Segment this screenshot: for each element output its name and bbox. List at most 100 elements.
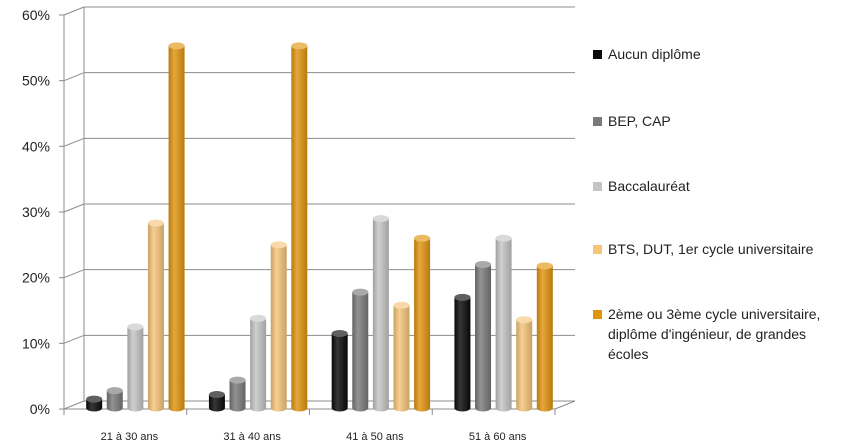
bar-top — [393, 301, 410, 309]
bar-top — [86, 395, 103, 403]
bar-top — [495, 234, 512, 242]
bar — [229, 376, 246, 412]
gridline-depth — [63, 137, 85, 147]
gridline-depth — [63, 6, 85, 16]
bar — [495, 234, 512, 412]
bar-top — [414, 234, 431, 242]
bar-body — [106, 390, 123, 412]
bar-top — [291, 42, 308, 50]
bar — [250, 314, 267, 412]
y-tick-label: 30% — [22, 204, 50, 220]
bar-top — [168, 42, 185, 50]
chart-plot: 0% 10% 20% 30% 40% 50% 60% 21 à 30 ans 31 à 40 a… — [22, 6, 576, 443]
bar-top — [516, 316, 533, 324]
legend-label: Baccalauréat — [608, 178, 690, 194]
gridline-depth — [63, 72, 85, 82]
bar-body — [168, 45, 185, 412]
legend-label: BTS, DUT, 1er cycle universitaire — [608, 241, 814, 257]
axis-layer — [59, 7, 576, 415]
legend-item: BEP, CAP — [593, 111, 841, 131]
label-layer: 0% 10% 20% 30% 40% 50% 60% 21 à 30 ans 31 à 40 a… — [22, 7, 527, 443]
y-tick-label: 40% — [22, 138, 50, 154]
floor-edge — [554, 400, 576, 410]
bar-top — [147, 219, 164, 227]
legend-swatch — [593, 50, 602, 59]
bar — [454, 293, 471, 412]
legend-swatch — [593, 310, 602, 319]
gridline-depth — [63, 334, 85, 344]
bar — [208, 391, 225, 412]
bar-top — [229, 376, 246, 384]
bar-body — [516, 319, 533, 412]
bar — [147, 219, 164, 412]
grid-layer — [63, 6, 575, 410]
bar-top — [270, 241, 287, 249]
legend-label: Aucun diplôme — [608, 46, 701, 62]
gridline-depth — [63, 203, 85, 213]
legend-swatch — [593, 182, 602, 191]
legend-swatch — [593, 245, 602, 254]
bar-top — [475, 261, 492, 269]
bar — [536, 262, 553, 412]
bar-body — [475, 264, 492, 412]
bar-body — [393, 305, 410, 412]
bar-top — [127, 323, 144, 331]
bar-top — [372, 215, 389, 223]
bar-layer — [86, 42, 553, 412]
bar-body — [331, 333, 348, 412]
bar-top — [250, 314, 267, 322]
bar-body — [495, 238, 512, 412]
y-tick-label: 60% — [22, 7, 50, 23]
bar — [168, 42, 185, 412]
bar-body — [147, 223, 164, 412]
legend-item: Baccalauréat — [593, 176, 841, 196]
legend-item: Aucun diplôme — [593, 44, 841, 64]
legend-label: 2ème ou 3ème cycle universitaire, diplôm… — [608, 306, 821, 362]
bar — [86, 395, 103, 412]
bar — [352, 288, 369, 412]
x-tick-label: 31 à 40 ans — [223, 431, 281, 443]
y-tick-label: 10% — [22, 335, 50, 351]
bar — [291, 42, 308, 412]
bar-body — [291, 45, 308, 412]
legend-swatch — [593, 117, 602, 126]
legend-item: 2ème ou 3ème cycle universitaire, diplôm… — [593, 304, 841, 364]
bar-body — [270, 244, 287, 412]
y-tick-label: 20% — [22, 270, 50, 286]
gridline-depth — [63, 400, 85, 410]
bar-top — [352, 288, 369, 296]
bar-top — [536, 262, 553, 270]
bar — [516, 316, 533, 412]
bar — [393, 301, 410, 412]
bar-body — [536, 265, 553, 412]
bar-top — [208, 391, 225, 399]
bar — [106, 387, 123, 412]
bar — [372, 215, 389, 412]
x-tick-label: 21 à 30 ans — [101, 431, 159, 443]
bar-top — [331, 329, 348, 337]
bar-body — [414, 238, 431, 412]
bar-top — [106, 387, 123, 395]
bar-body — [86, 399, 103, 412]
x-tick-label: 51 à 60 ans — [469, 431, 527, 443]
bar — [270, 241, 287, 412]
bar — [475, 261, 492, 412]
bar-body — [454, 297, 471, 412]
x-tick-label: 41 à 50 ans — [346, 431, 404, 443]
bar — [414, 234, 431, 412]
bar-body — [372, 218, 389, 412]
chart-legend: Aucun diplôme BEP, CAP Baccalauréat BTS, DU… — [593, 0, 841, 445]
y-tick-label: 50% — [22, 73, 50, 89]
bar — [127, 323, 144, 412]
gridline-depth — [63, 269, 85, 279]
bar-body — [250, 318, 267, 412]
bar-body — [352, 292, 369, 412]
bar — [331, 329, 348, 412]
bar-body — [229, 380, 246, 412]
bar-body — [127, 326, 144, 412]
bar-body — [208, 394, 225, 412]
y-tick-label: 0% — [30, 401, 50, 417]
legend-label: BEP, CAP — [608, 113, 671, 129]
legend-item: BTS, DUT, 1er cycle universitaire — [593, 239, 841, 259]
bar-top — [454, 293, 471, 301]
